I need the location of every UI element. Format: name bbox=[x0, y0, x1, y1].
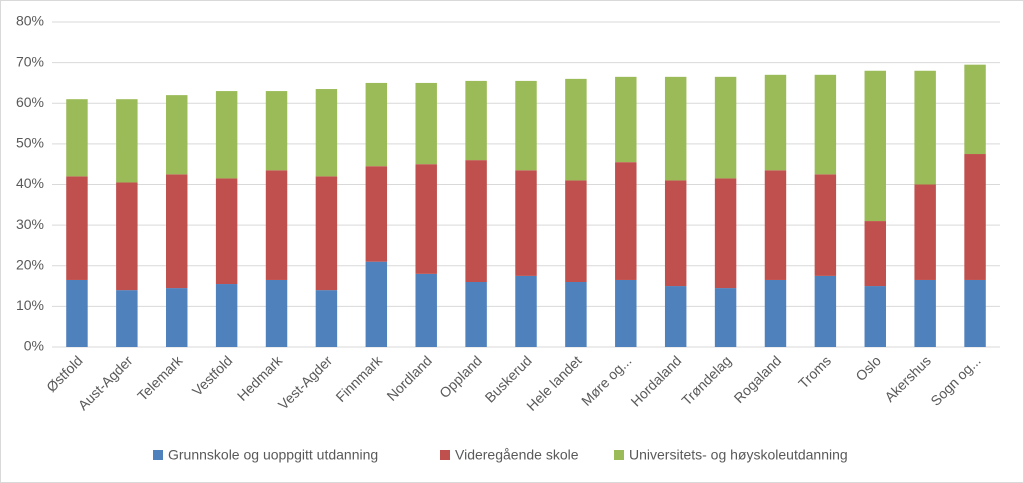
bar-segment bbox=[814, 74, 837, 175]
bar-segment bbox=[66, 176, 88, 280]
bar-segment bbox=[814, 275, 837, 347]
y-tick-label: 60% bbox=[16, 94, 44, 110]
bar-segment bbox=[465, 80, 487, 161]
bar-segment bbox=[465, 160, 487, 282]
bar-segment bbox=[565, 180, 587, 282]
bar-segment bbox=[864, 221, 886, 287]
y-tick-label: 10% bbox=[16, 297, 44, 313]
bar-segment bbox=[714, 288, 737, 347]
bar-segment bbox=[864, 286, 886, 347]
bar-segment bbox=[615, 162, 637, 280]
y-tick-label: 30% bbox=[16, 216, 44, 232]
bar-segment bbox=[814, 174, 837, 276]
y-tick-label: 20% bbox=[16, 256, 44, 272]
bar-segment bbox=[615, 279, 637, 347]
bar-segment bbox=[315, 290, 338, 347]
bar-segment bbox=[714, 76, 737, 179]
bar-segment bbox=[116, 99, 138, 183]
y-tick-label: 80% bbox=[16, 13, 44, 29]
bar-segment bbox=[664, 286, 687, 347]
bar-segment bbox=[265, 170, 288, 280]
legend-swatch bbox=[153, 450, 163, 460]
bar-segment bbox=[215, 284, 238, 347]
bar-segment bbox=[914, 184, 936, 280]
bar-segment bbox=[215, 178, 238, 285]
y-tick-label: 40% bbox=[16, 175, 44, 191]
bar-segment bbox=[964, 279, 986, 347]
legend-label: Videregående skole bbox=[455, 447, 579, 463]
bar-segment bbox=[365, 166, 388, 262]
bar-segment bbox=[914, 70, 936, 185]
bar-segment bbox=[265, 91, 288, 171]
y-tick-label: 50% bbox=[16, 135, 44, 151]
bar-segment bbox=[964, 154, 986, 280]
bar-segment bbox=[166, 288, 188, 347]
bar-segment bbox=[515, 170, 537, 276]
bar-segment bbox=[166, 95, 188, 175]
bar-segment bbox=[415, 273, 437, 347]
bar-segment bbox=[664, 180, 687, 287]
bar-segment bbox=[415, 164, 437, 274]
y-tick-label: 0% bbox=[24, 338, 44, 354]
bar-segment bbox=[664, 76, 687, 181]
bar-segment bbox=[764, 170, 787, 280]
bar-segment bbox=[415, 82, 437, 165]
bar-segment bbox=[615, 76, 637, 163]
bar-segment bbox=[265, 279, 288, 347]
bar-segment bbox=[315, 176, 338, 291]
bar-segment bbox=[864, 70, 886, 222]
bar-segment bbox=[66, 279, 88, 347]
bar-segment bbox=[116, 290, 138, 347]
bar-segment bbox=[714, 178, 737, 289]
legend-label: Grunnskole og uoppgitt utdanning bbox=[168, 447, 378, 463]
bar-segment bbox=[365, 261, 388, 347]
y-tick-label: 70% bbox=[16, 53, 44, 69]
bar-segment bbox=[215, 91, 238, 179]
bar-segment bbox=[116, 182, 138, 291]
bar-segment bbox=[764, 279, 787, 347]
bar-segment bbox=[964, 64, 986, 155]
bar-segment bbox=[764, 74, 787, 171]
legend-swatch bbox=[440, 450, 450, 460]
bar-segment bbox=[565, 282, 587, 347]
bar-segment bbox=[166, 174, 188, 289]
legend-label: Universitets- og høyskoleutdanning bbox=[629, 447, 848, 463]
bar-segment bbox=[515, 80, 537, 171]
bar-segment bbox=[515, 275, 537, 347]
bar-segment bbox=[565, 78, 587, 181]
bar-segment bbox=[66, 99, 88, 177]
bar-segment bbox=[365, 82, 388, 167]
bar-segment bbox=[315, 89, 338, 177]
bar-segment bbox=[914, 279, 936, 347]
bar-segment bbox=[465, 282, 487, 347]
legend-swatch bbox=[614, 450, 624, 460]
